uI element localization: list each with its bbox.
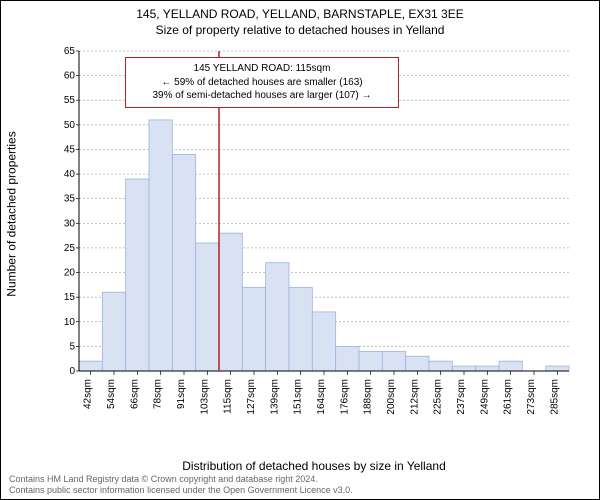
svg-text:55: 55 xyxy=(64,95,76,106)
annotation-line: 145 YELLAND ROAD: 115sqm xyxy=(134,62,390,76)
svg-text:5: 5 xyxy=(69,341,75,352)
svg-text:139sqm: 139sqm xyxy=(269,379,280,415)
svg-text:200sqm: 200sqm xyxy=(386,379,397,415)
y-axis-label: Number of detached properties xyxy=(5,131,19,296)
svg-text:20: 20 xyxy=(64,268,76,279)
svg-text:10: 10 xyxy=(64,317,76,328)
title-line-2: Size of property relative to detached ho… xyxy=(1,23,599,39)
svg-text:45: 45 xyxy=(64,144,76,155)
svg-text:176sqm: 176sqm xyxy=(339,379,350,415)
svg-text:25: 25 xyxy=(64,243,76,254)
svg-text:42sqm: 42sqm xyxy=(83,379,94,409)
title-line-1: 145, YELLAND ROAD, YELLAND, BARNSTAPLE, … xyxy=(1,7,599,23)
svg-text:115sqm: 115sqm xyxy=(223,379,234,414)
footer-line-2: Contains public sector information licen… xyxy=(9,485,591,496)
y-axis-label-container: Number of detached properties xyxy=(5,1,19,427)
footer-attribution: Contains HM Land Registry data © Crown c… xyxy=(9,474,591,496)
footer-line-1: Contains HM Land Registry data © Crown c… xyxy=(9,474,591,485)
svg-text:225sqm: 225sqm xyxy=(433,379,444,415)
svg-text:127sqm: 127sqm xyxy=(246,379,257,415)
svg-text:0: 0 xyxy=(69,366,75,377)
svg-text:15: 15 xyxy=(64,292,76,303)
svg-text:30: 30 xyxy=(64,218,76,229)
svg-text:151sqm: 151sqm xyxy=(293,379,304,415)
svg-text:66sqm: 66sqm xyxy=(129,379,140,409)
svg-text:78sqm: 78sqm xyxy=(153,379,164,409)
figure-container: 145, YELLAND ROAD, YELLAND, BARNSTAPLE, … xyxy=(0,0,600,500)
svg-text:285sqm: 285sqm xyxy=(549,379,560,415)
svg-text:60: 60 xyxy=(64,71,76,82)
svg-text:273sqm: 273sqm xyxy=(526,379,537,415)
svg-text:212sqm: 212sqm xyxy=(409,379,420,415)
svg-text:54sqm: 54sqm xyxy=(106,379,117,409)
svg-text:261sqm: 261sqm xyxy=(503,379,514,415)
title-block: 145, YELLAND ROAD, YELLAND, BARNSTAPLE, … xyxy=(1,1,599,40)
svg-text:249sqm: 249sqm xyxy=(479,379,490,415)
annotation-line: ← 59% of detached houses are smaller (16… xyxy=(134,76,390,90)
x-axis-label: Distribution of detached houses by size … xyxy=(55,459,573,473)
svg-text:164sqm: 164sqm xyxy=(316,379,327,415)
annotation-line: 39% of semi-detached houses are larger (… xyxy=(134,89,390,103)
svg-text:35: 35 xyxy=(64,194,76,205)
svg-text:103sqm: 103sqm xyxy=(199,379,210,415)
annotation-box: 145 YELLAND ROAD: 115sqm← 59% of detache… xyxy=(125,57,399,108)
svg-text:40: 40 xyxy=(64,169,76,180)
svg-text:188sqm: 188sqm xyxy=(363,379,374,415)
svg-text:65: 65 xyxy=(64,47,76,57)
svg-text:237sqm: 237sqm xyxy=(456,379,467,415)
svg-text:91sqm: 91sqm xyxy=(176,379,187,409)
chart-area: 0 5 10 15 20 25 30 35 40 45 50 55 60 65 42sqm 54sqm 66sq… xyxy=(55,47,575,427)
svg-text:50: 50 xyxy=(64,120,76,131)
